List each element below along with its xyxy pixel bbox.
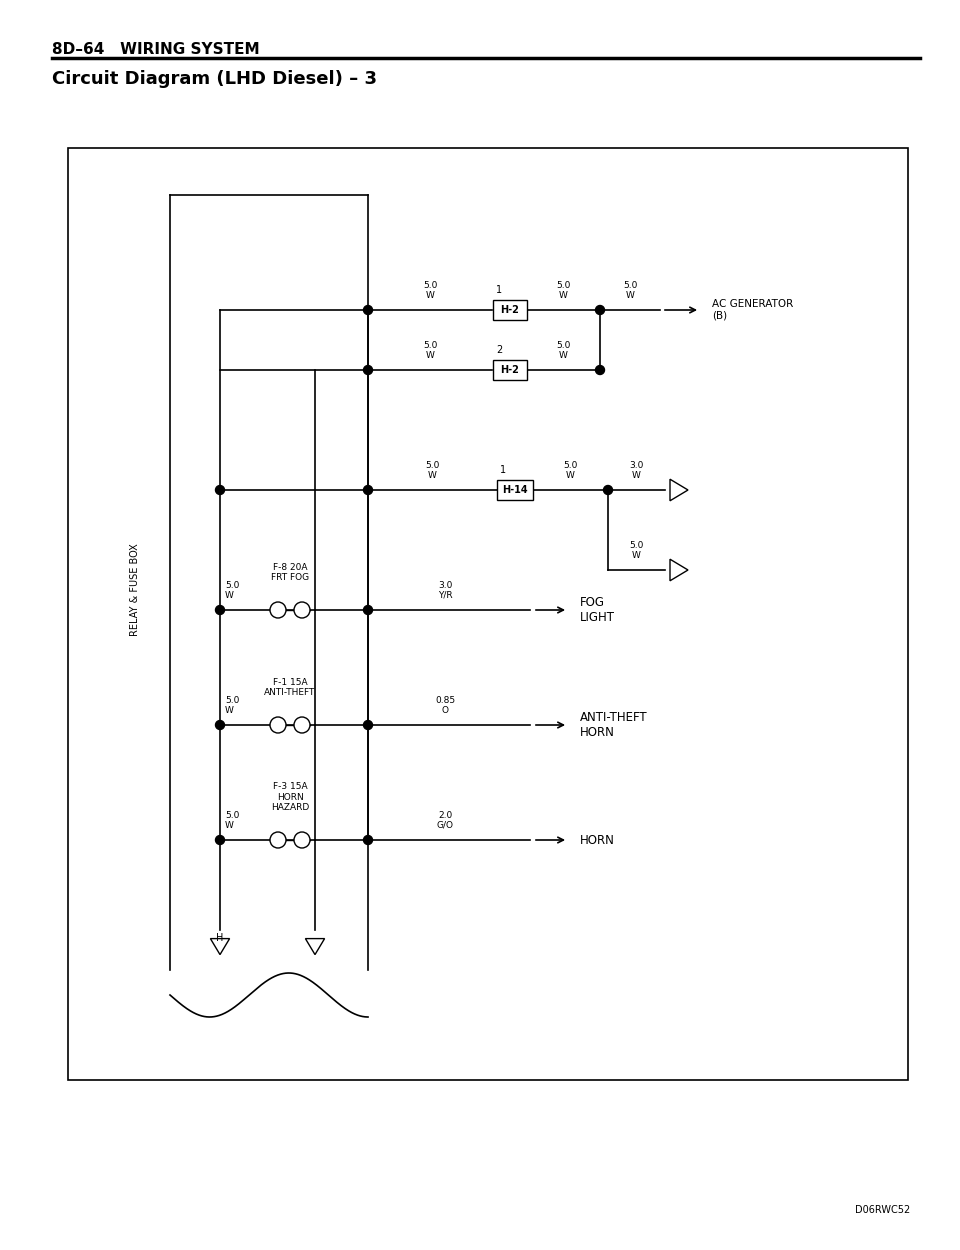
Text: 3.0
Y/R: 3.0 Y/R xyxy=(438,580,452,600)
Text: Circuit Diagram (LHD Diesel) – 3: Circuit Diagram (LHD Diesel) – 3 xyxy=(52,70,377,88)
Text: ANTI-THEFT
HORN: ANTI-THEFT HORN xyxy=(580,711,648,739)
Text: F-3 15A
HORN
HAZARD: F-3 15A HORN HAZARD xyxy=(271,782,309,812)
Text: D06RWC52: D06RWC52 xyxy=(854,1205,910,1215)
Text: –: – xyxy=(313,932,318,942)
Circle shape xyxy=(215,605,225,615)
Text: H-14: H-14 xyxy=(502,485,528,495)
Circle shape xyxy=(215,485,225,495)
Circle shape xyxy=(364,605,372,615)
Bar xyxy=(497,480,533,500)
Text: F-1 15A
ANTI-THEFT: F-1 15A ANTI-THEFT xyxy=(264,678,316,698)
Text: 5.0
W: 5.0 W xyxy=(629,540,643,560)
Circle shape xyxy=(270,832,286,848)
Text: 5.0
W: 5.0 W xyxy=(225,810,239,830)
Bar xyxy=(493,360,527,380)
Text: 5.0
W: 5.0 W xyxy=(556,340,570,360)
Circle shape xyxy=(595,305,605,315)
Text: 5.0
W: 5.0 W xyxy=(425,460,439,480)
Text: H-2: H-2 xyxy=(500,365,519,375)
Circle shape xyxy=(294,832,310,848)
Text: H-2: H-2 xyxy=(500,305,519,315)
Text: H: H xyxy=(216,932,224,942)
Text: 5.0
W: 5.0 W xyxy=(225,695,239,715)
Circle shape xyxy=(364,835,372,845)
Circle shape xyxy=(270,602,286,618)
Circle shape xyxy=(364,365,372,375)
Text: 5.0
W: 5.0 W xyxy=(422,280,437,300)
Text: 5.0
W: 5.0 W xyxy=(556,280,570,300)
Text: 2: 2 xyxy=(496,345,502,355)
Text: 5.0
W: 5.0 W xyxy=(563,460,577,480)
Text: 5.0
W: 5.0 W xyxy=(422,340,437,360)
Circle shape xyxy=(294,602,310,618)
Circle shape xyxy=(215,835,225,845)
Text: 2.0
G/O: 2.0 G/O xyxy=(437,810,453,830)
Text: F-8 20A
FRT FOG: F-8 20A FRT FOG xyxy=(271,562,309,582)
Text: HORN: HORN xyxy=(580,834,614,846)
Circle shape xyxy=(595,365,605,375)
Circle shape xyxy=(364,720,372,730)
Circle shape xyxy=(604,485,612,495)
Circle shape xyxy=(364,305,372,315)
Bar xyxy=(493,300,527,320)
Text: FOG
LIGHT: FOG LIGHT xyxy=(580,596,615,624)
Text: 5.0
W: 5.0 W xyxy=(225,580,239,600)
Circle shape xyxy=(364,485,372,495)
Text: 5.0
W: 5.0 W xyxy=(623,280,637,300)
Circle shape xyxy=(294,718,310,732)
Circle shape xyxy=(270,718,286,732)
Circle shape xyxy=(215,720,225,730)
Bar xyxy=(68,148,908,1080)
Text: 8D–64   WIRING SYSTEM: 8D–64 WIRING SYSTEM xyxy=(52,42,259,58)
Text: 0.85
O: 0.85 O xyxy=(435,695,455,715)
Text: RELAY & FUSE BOX: RELAY & FUSE BOX xyxy=(130,544,140,636)
Text: AC GENERATOR
(B): AC GENERATOR (B) xyxy=(712,299,793,321)
Text: 3.0
W: 3.0 W xyxy=(629,460,643,480)
Text: 1: 1 xyxy=(496,285,502,295)
Text: 1: 1 xyxy=(500,465,506,475)
